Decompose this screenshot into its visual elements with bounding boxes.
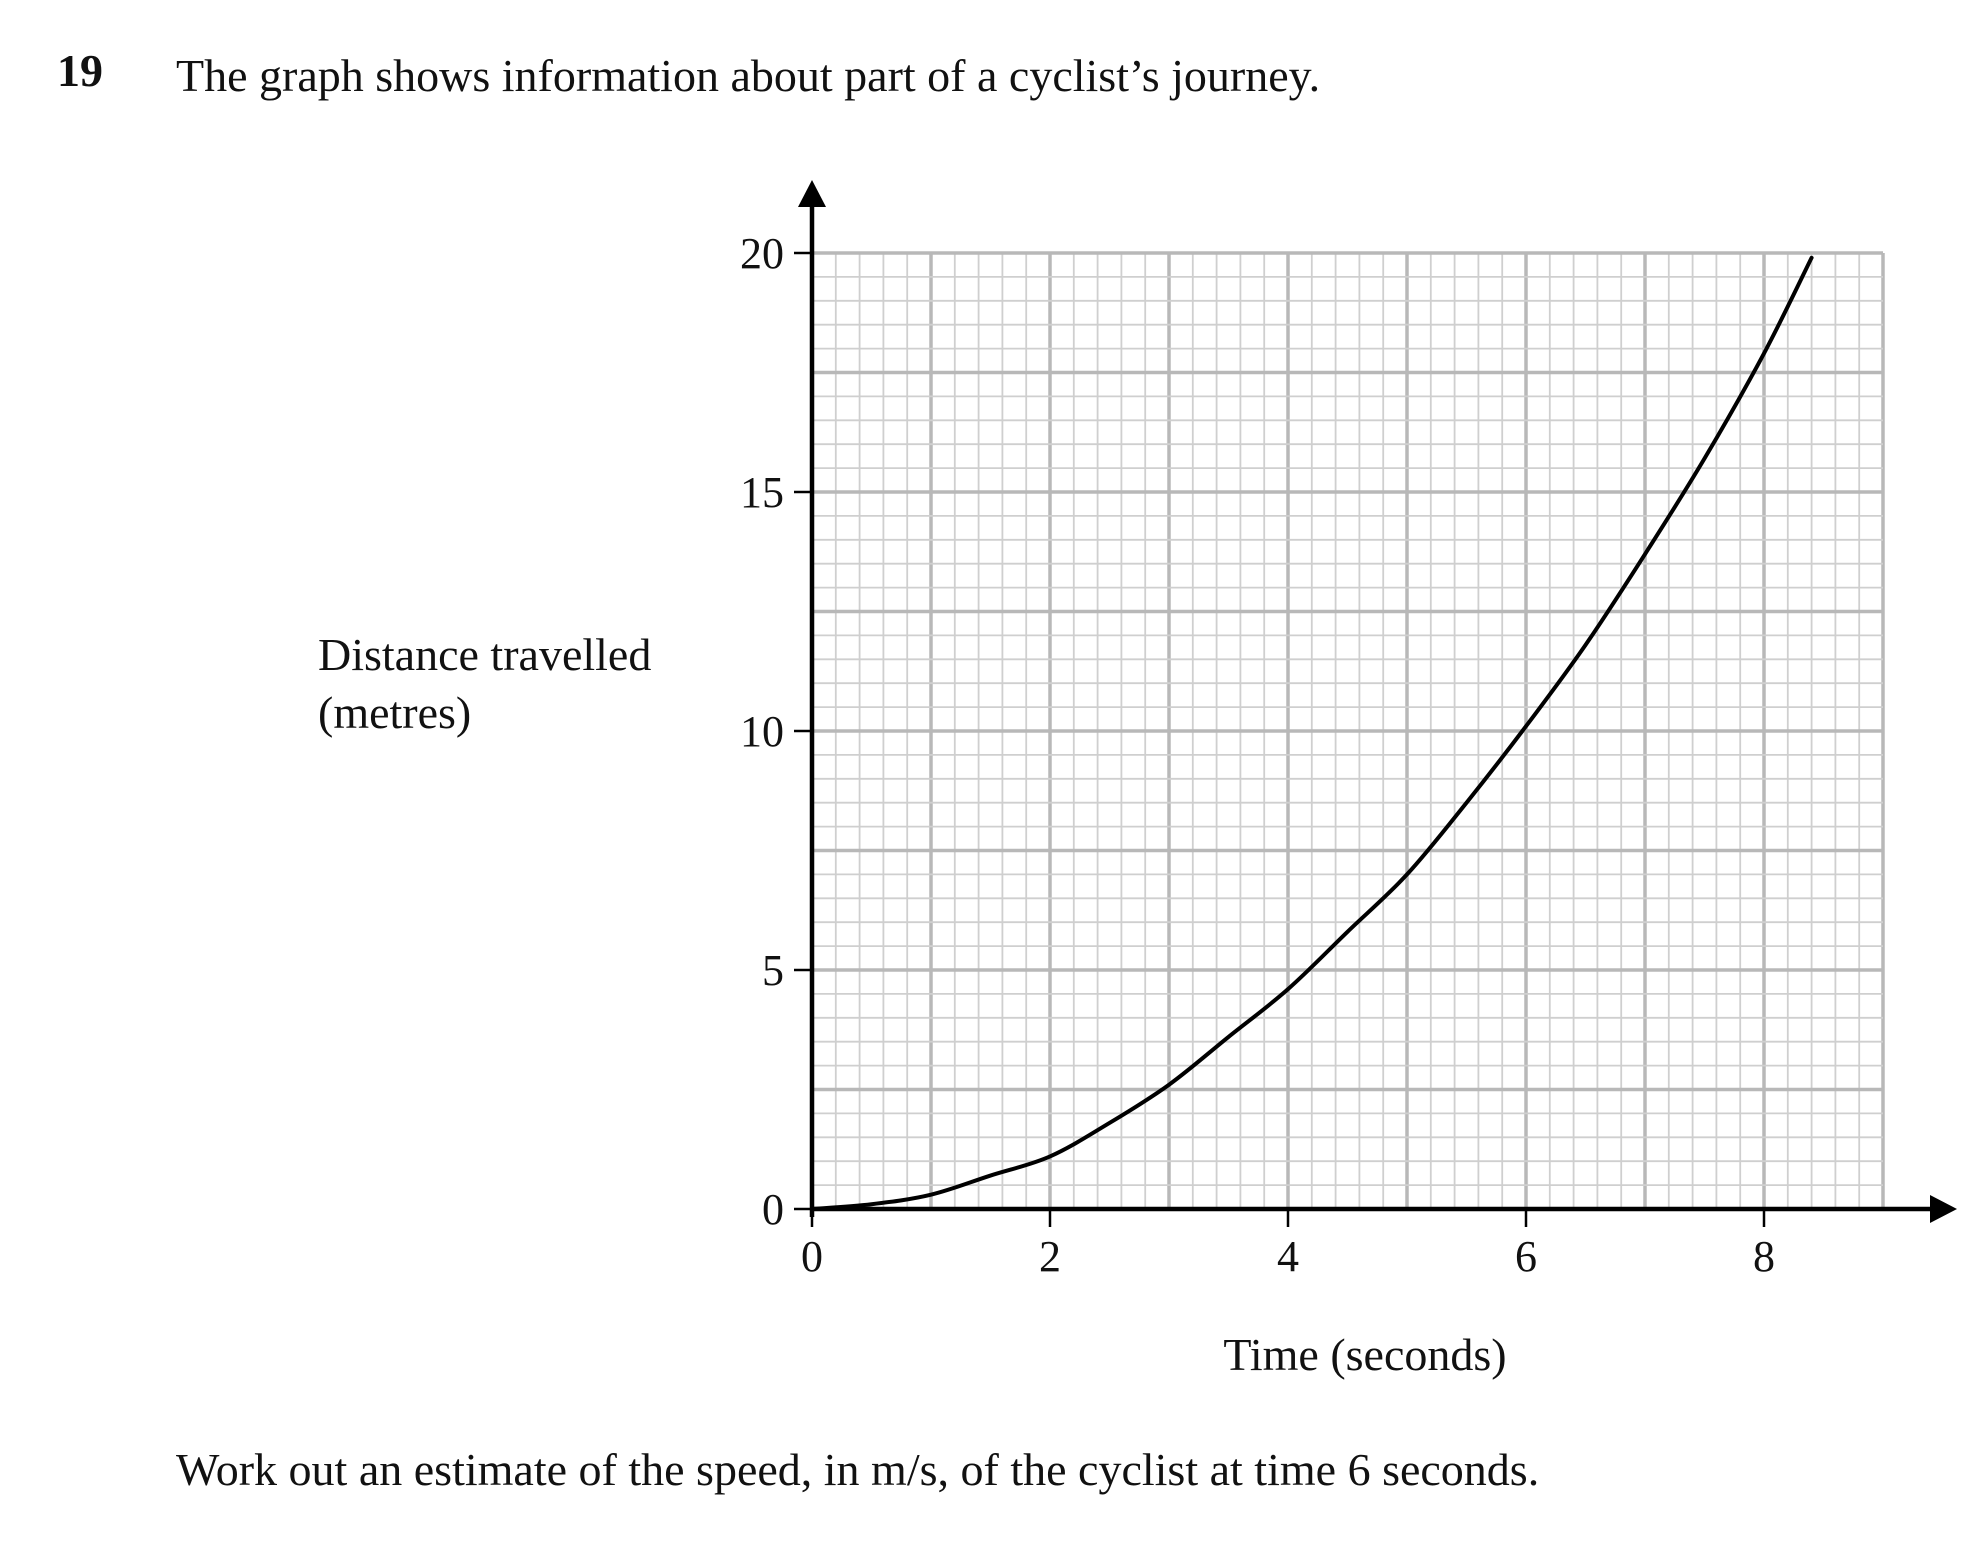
distance-curve	[810, 255, 1814, 1211]
x-tick-label: 0	[801, 1232, 823, 1281]
series	[810, 255, 1814, 1211]
y-axis-arrow	[798, 180, 826, 207]
question-task: Work out an estimate of the speed, in m/…	[176, 1444, 1540, 1495]
question-number: 19	[57, 45, 103, 96]
x-axis-label: Time (seconds)	[1223, 1329, 1506, 1380]
x-axis-arrow	[1930, 1195, 1957, 1223]
x-tick-label: 4	[1277, 1232, 1299, 1281]
y-axis-label-line2: (metres)	[318, 687, 471, 738]
axis-labels: Time (seconds) Distance travelled (metres)	[318, 629, 1507, 1380]
y-tick-label: 0	[762, 1185, 784, 1234]
x-tick-label: 2	[1039, 1232, 1061, 1281]
axes	[798, 180, 1957, 1223]
ticks: 0 5 10 15 20 0 2 4 6 8	[740, 229, 1775, 1281]
y-tick-label: 20	[740, 229, 784, 278]
y-tick-label: 10	[740, 707, 784, 756]
y-tick-label: 15	[740, 468, 784, 517]
x-tick-label: 6	[1515, 1232, 1537, 1281]
grid	[810, 251, 1885, 1211]
y-axis-label-line1: Distance travelled	[318, 629, 651, 680]
x-tick-label: 8	[1753, 1232, 1775, 1281]
question-intro: The graph shows information about part o…	[176, 50, 1321, 101]
y-tick-label: 5	[762, 946, 784, 995]
